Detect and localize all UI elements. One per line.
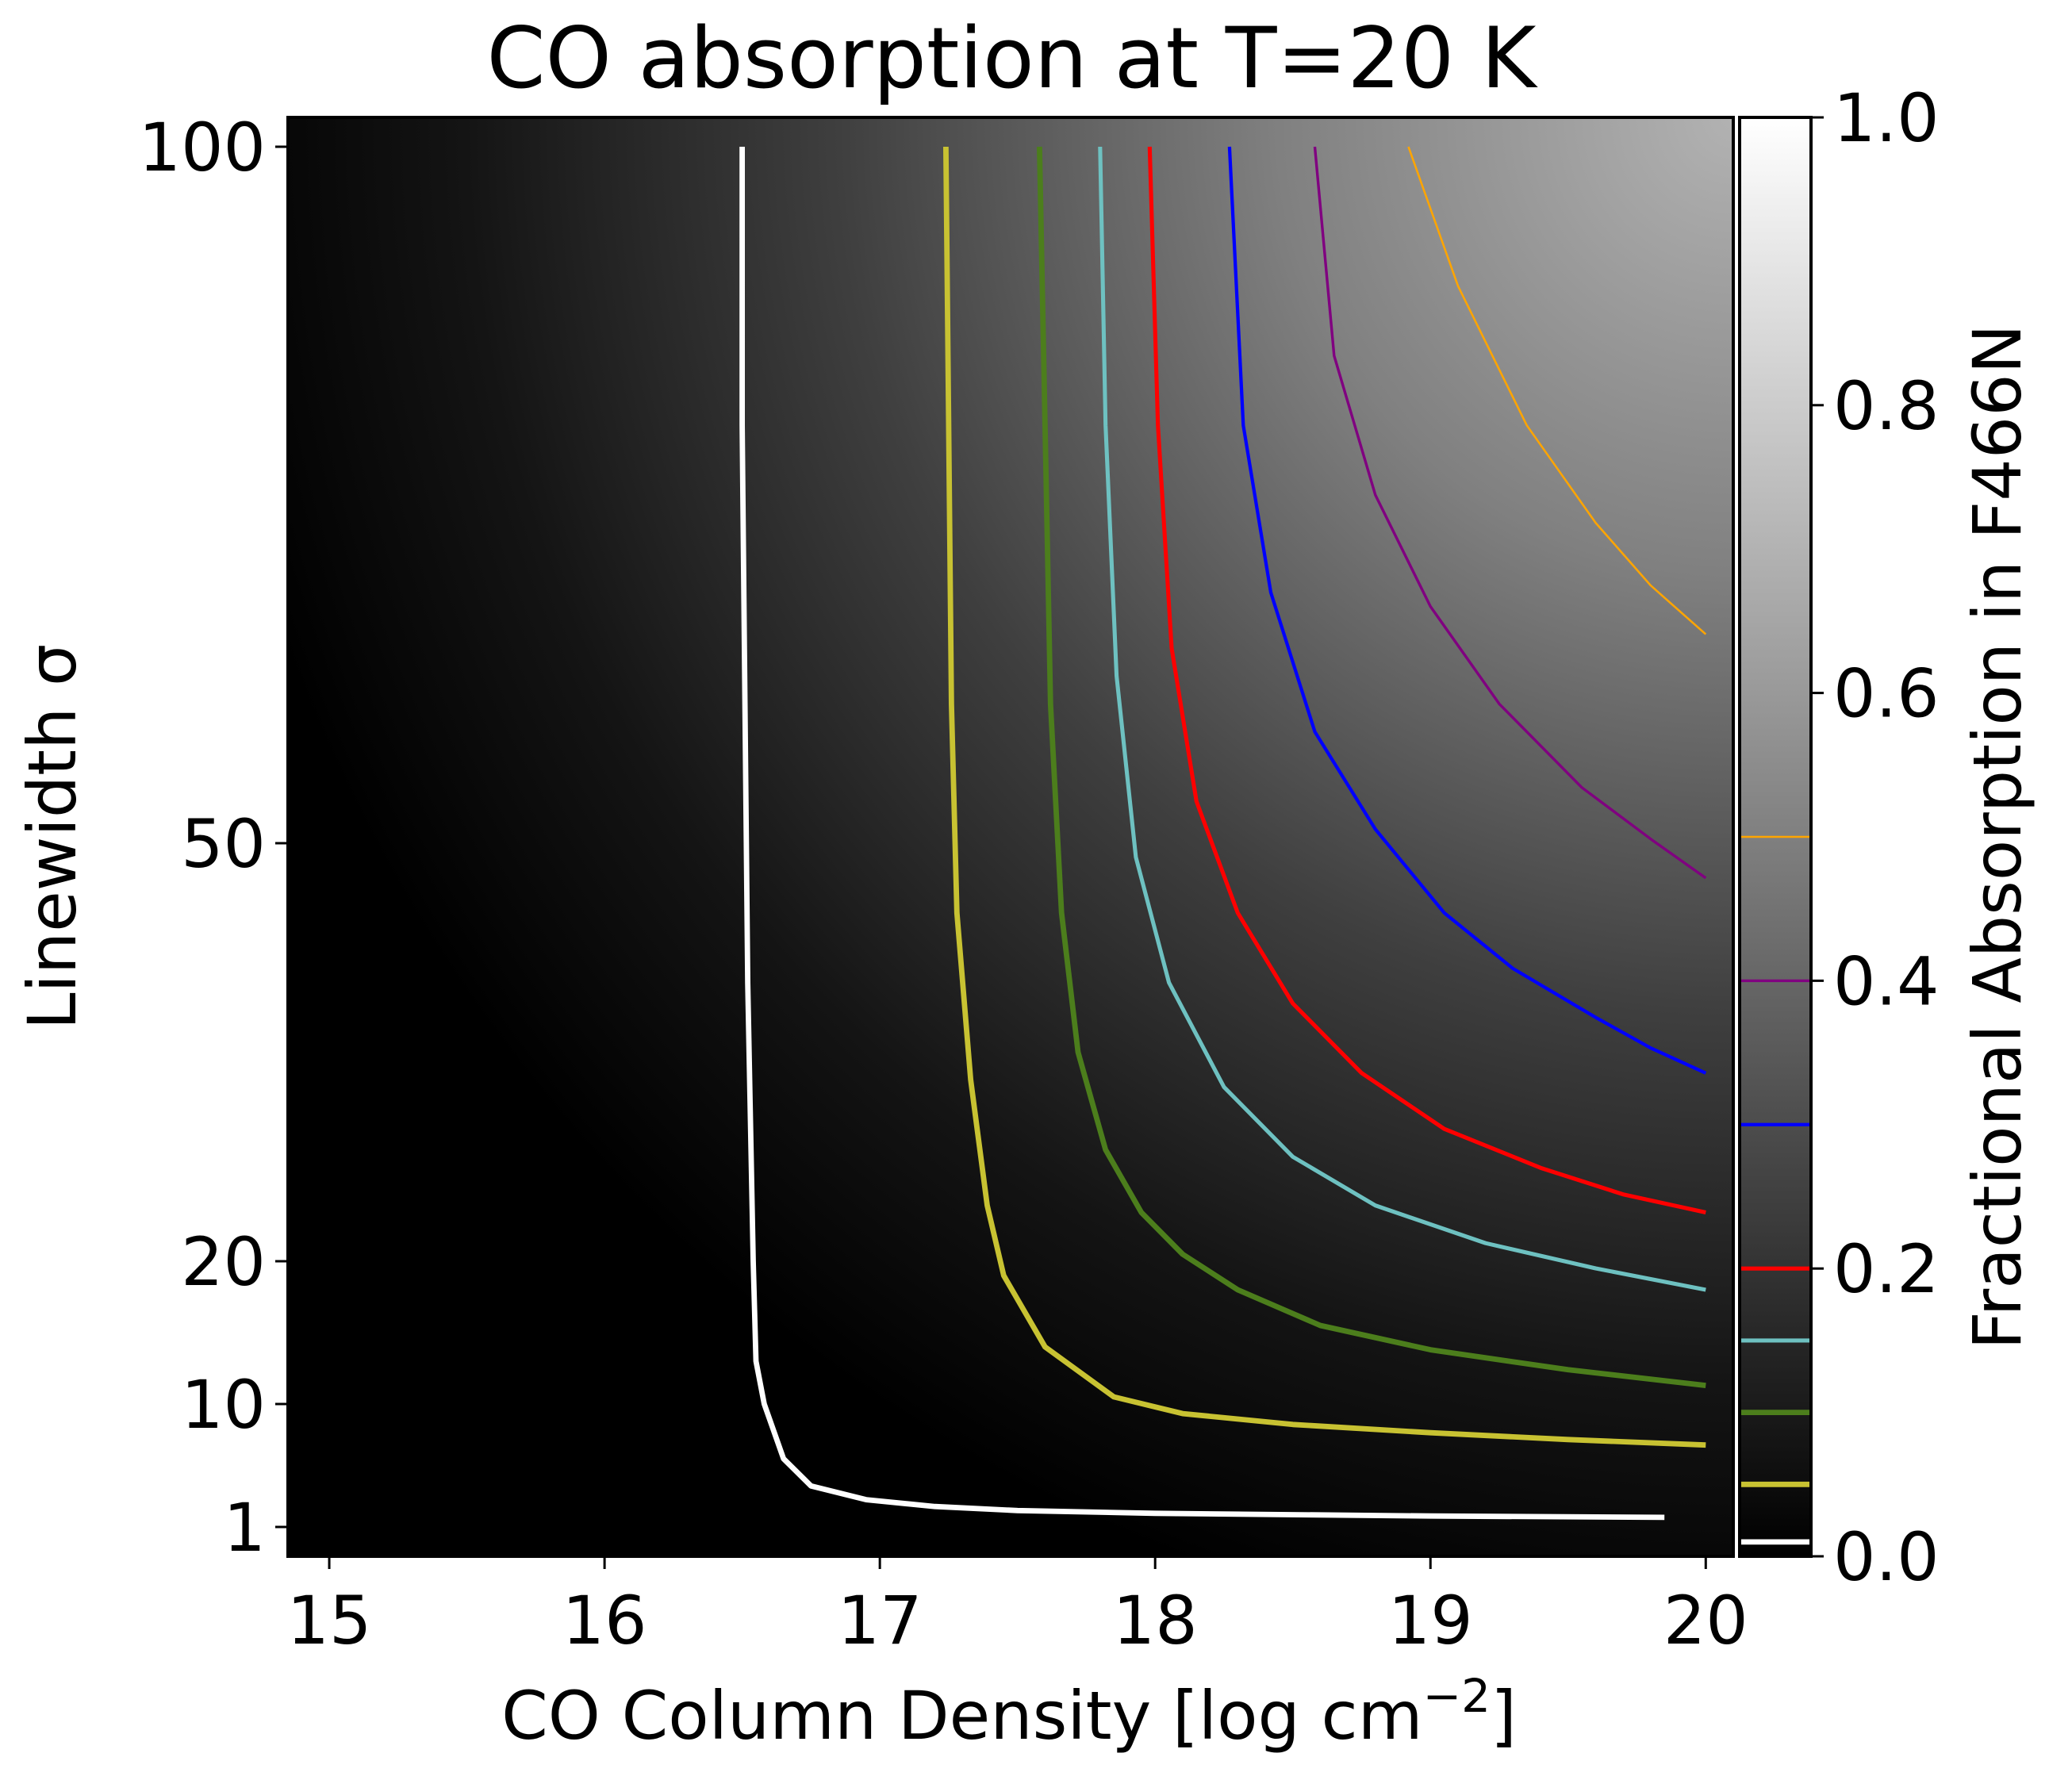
colorbar-tick-label: 0.2 (1833, 1230, 1940, 1308)
x-tick-label: 20 (1663, 1582, 1748, 1659)
x-tick-label: 18 (1113, 1582, 1198, 1659)
contour-line-0_4 (1313, 146, 1707, 880)
x-axis-ticks: 15 16 17 18 19 20 (287, 1556, 1748, 1659)
absorption-heatmap (288, 117, 1733, 1556)
y-tick-label: 50 (181, 805, 266, 883)
x-axis-label: CO Column Density [log cm−2] (501, 1669, 1517, 1755)
colorbar-tick-label: 0.6 (1833, 655, 1940, 733)
x-tick-label: 19 (1388, 1582, 1473, 1659)
plot-frame (286, 116, 1735, 1558)
colorbar-contour-levels (1740, 835, 1811, 1545)
y-tick-label: 20 (181, 1223, 266, 1301)
colorbar-tick-label: 0.0 (1833, 1518, 1940, 1596)
x-axis-label-superscript: −2 (1423, 1669, 1491, 1723)
y-tick-label: 1 (224, 1489, 266, 1567)
x-axis-label-main: CO Column Density [log cm (501, 1677, 1422, 1755)
colorbar-frame (1738, 116, 1813, 1558)
colorbar: 0.0 0.2 0.4 0.6 0.8 1.0 Fractional Absorption… (1738, 79, 2036, 1596)
x-axis-label-end: ] (1491, 1677, 1517, 1755)
colorbar-tick-label: 0.8 (1833, 367, 1940, 445)
contour-line-0_2 (1147, 146, 1706, 1214)
contour-line-0_5 (1407, 146, 1707, 635)
y-tick-label: 10 (181, 1366, 266, 1444)
contour-line-0_3 (1227, 146, 1707, 1075)
x-tick-label: 17 (838, 1582, 923, 1659)
colorbar-tick-label: 0.4 (1833, 942, 1940, 1020)
colorbar-label: Fractional Absorption in F466N (1959, 324, 2036, 1350)
contour-line-0_15 (1098, 146, 1706, 1292)
y-axis-label: Linewidth σ (13, 644, 91, 1030)
colorbar-tick-label: 1.0 (1833, 79, 1940, 157)
plot-area (286, 116, 1735, 1558)
x-tick-label: 15 (287, 1582, 372, 1659)
y-axis-ticks: 100 50 20 10 1 (139, 109, 288, 1567)
contour-line-0_01 (739, 147, 1665, 1521)
x-tick-label: 16 (562, 1582, 647, 1659)
contour-line-0_05 (943, 146, 1706, 1448)
contour-layer (739, 146, 1707, 1521)
contour-line-0_1 (1037, 146, 1706, 1388)
y-tick-label: 100 (139, 109, 266, 186)
colorbar-ticks: 0.0 0.2 0.4 0.6 0.8 1.0 (1811, 79, 1940, 1596)
chart-title: CO absorption at T=20 K (487, 10, 1538, 107)
